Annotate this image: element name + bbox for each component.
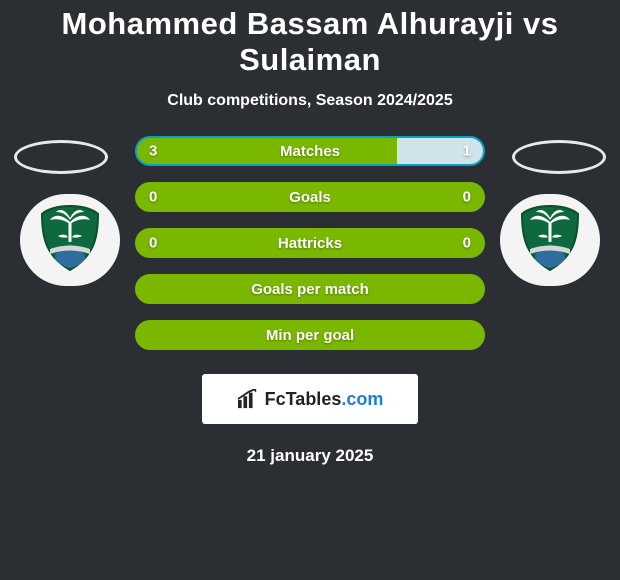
- source-logo: FcTables.com: [202, 374, 418, 424]
- crest-icon: [516, 204, 584, 276]
- stat-bars: 3 1 Matches 0 0 Goals 0 0 Hattricks Goals per mat…: [135, 136, 485, 350]
- stat-label: Goals: [289, 189, 331, 206]
- stat-value-right: 1: [463, 143, 471, 160]
- stat-label: Hattricks: [278, 235, 342, 252]
- stat-value-left: 3: [149, 143, 157, 160]
- stat-label: Matches: [280, 143, 340, 160]
- stat-value-right: 0: [463, 235, 471, 252]
- comparison-stage: 3 1 Matches 0 0 Goals 0 0 Hattricks Goals per mat…: [0, 136, 620, 466]
- generated-date: 21 january 2025: [0, 446, 620, 466]
- stat-row: Goals per match: [135, 274, 485, 304]
- stat-value-left: 0: [149, 235, 157, 252]
- club-crest-right: [500, 194, 600, 286]
- stat-row: 0 0 Hattricks: [135, 228, 485, 258]
- stat-value-left: 0: [149, 189, 157, 206]
- stat-label: Goals per match: [251, 281, 369, 298]
- player-ellipse-left: [14, 140, 108, 174]
- stat-label: Min per goal: [266, 327, 354, 344]
- stat-value-right: 0: [463, 189, 471, 206]
- infographic-root: Mohammed Bassam Alhurayji vs Sulaiman Cl…: [0, 0, 620, 580]
- crest-icon: [36, 204, 104, 276]
- stat-row: Min per goal: [135, 320, 485, 350]
- logo-text: FcTables.com: [265, 389, 384, 410]
- stat-fill-left: [137, 138, 397, 164]
- bar-chart-icon: [237, 389, 259, 409]
- page-title: Mohammed Bassam Alhurayji vs Sulaiman: [0, 6, 620, 78]
- player-ellipse-right: [512, 140, 606, 174]
- subtitle: Club competitions, Season 2024/2025: [0, 92, 620, 110]
- club-crest-left: [20, 194, 120, 286]
- stat-row: 0 0 Goals: [135, 182, 485, 212]
- stat-row: 3 1 Matches: [135, 136, 485, 166]
